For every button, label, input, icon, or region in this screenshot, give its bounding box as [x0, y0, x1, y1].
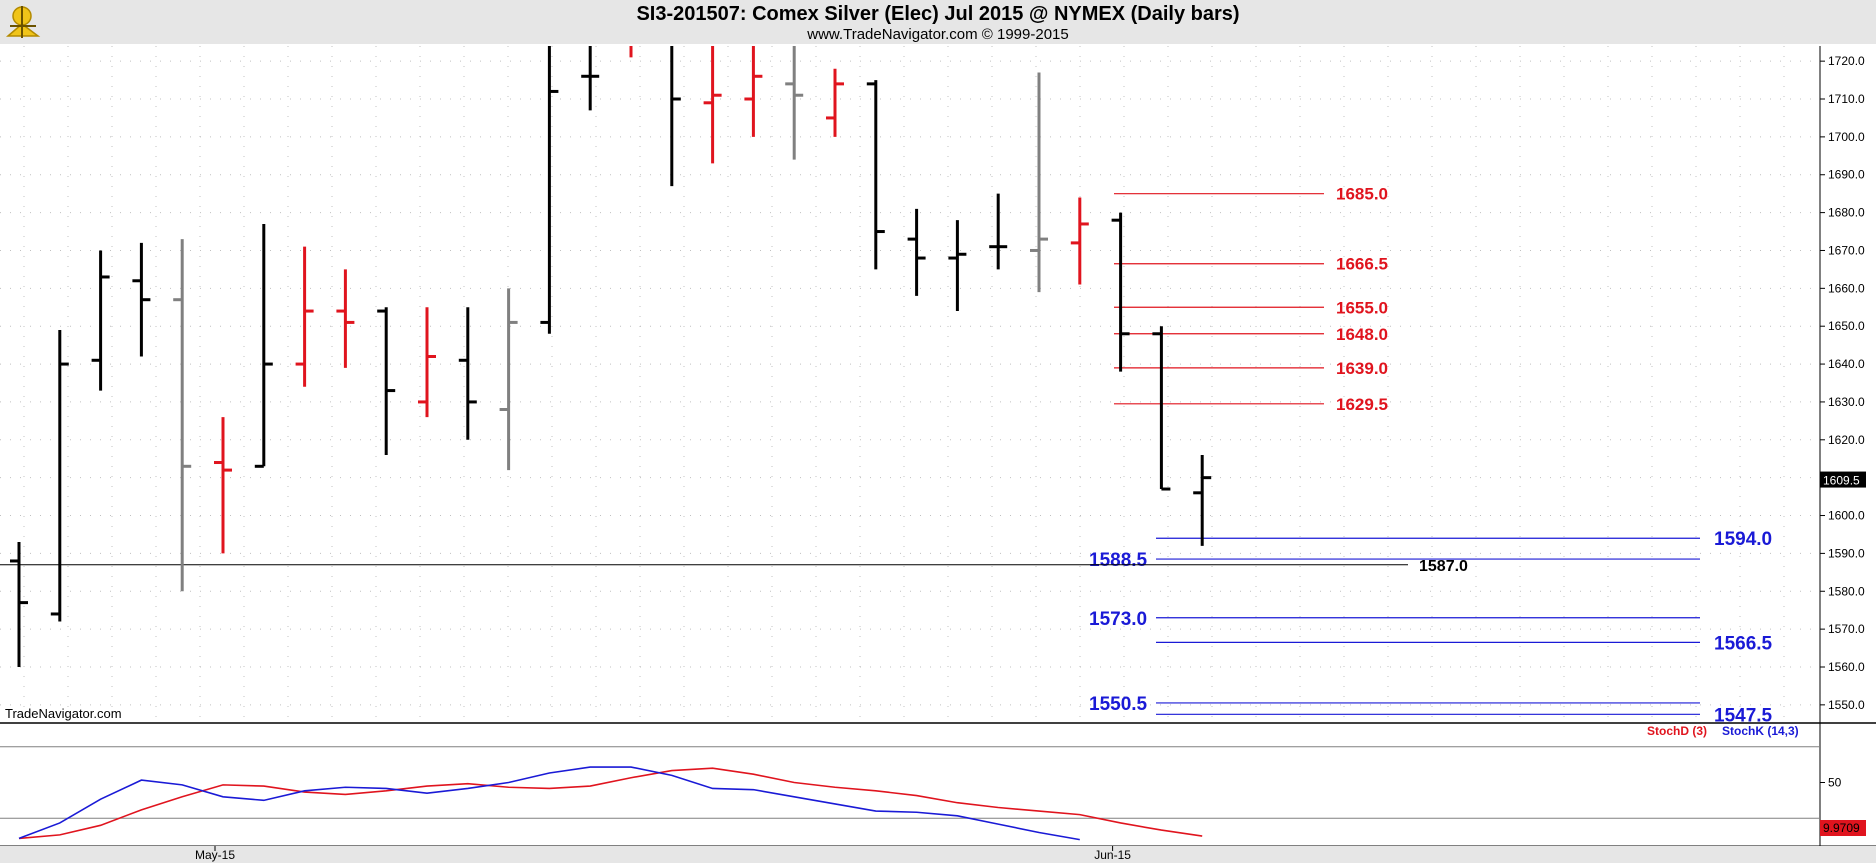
stoch-series-line [18, 766, 1080, 841]
stochastic-panel: 50 StochD (3) StochK (14,3) 9.9709 [0, 722, 1876, 841]
red-level-label: 1648.0 [1336, 325, 1388, 344]
price-levels: 1685.0 1666.5 1655.0 1648.0 1639.0 1629.5 1594… [0, 185, 1773, 726]
stoch-last-value-label: 9.9709 [1823, 821, 1860, 835]
blue-level-label: 1588.5 [1089, 550, 1148, 571]
red-level-label: 1639.0 [1336, 359, 1388, 378]
x-tick-label: Jun-15 [1094, 848, 1131, 862]
chart-subtitle: www.TradeNavigator.com © 1999-2015 [807, 26, 1069, 43]
blue-level-label: 1550.5 [1089, 694, 1148, 715]
blue-level-label: 1594.0 [1714, 529, 1772, 550]
y-tick-label: 1570.0 [1828, 622, 1865, 636]
y-tick-label: 1630.0 [1828, 395, 1865, 409]
main-gridlines [0, 46, 1820, 720]
price-bars [10, 46, 1212, 667]
y-tick-label: 1710.0 [1828, 92, 1865, 106]
legend-stochk: StochK (14,3) [1722, 724, 1799, 738]
red-level-label: 1666.5 [1336, 255, 1388, 274]
y-tick-label: 1670.0 [1828, 243, 1865, 257]
red-level-label: 1685.0 [1336, 185, 1388, 204]
date-axis: May-15 Jun-15 [0, 845, 1876, 863]
title-bar [0, 0, 1876, 44]
legend-stochd: StochD (3) [1647, 724, 1707, 738]
last-price-label: 1609.5 [1823, 474, 1860, 488]
red-level-label: 1655.0 [1336, 298, 1388, 317]
y-tick-label: 1600.0 [1828, 509, 1865, 523]
stoch-series-line [18, 767, 1203, 840]
stoch-tick-label: 50 [1828, 776, 1842, 790]
y-tick-label: 1640.0 [1828, 357, 1865, 371]
y-tick-label: 1660.0 [1828, 281, 1865, 295]
y-tick-label: 1700.0 [1828, 130, 1865, 144]
date-axis-band [0, 846, 1876, 863]
y-tick-label: 1590.0 [1828, 546, 1865, 560]
red-level-label: 1629.5 [1336, 395, 1388, 414]
y-tick-label: 1620.0 [1828, 433, 1865, 447]
black-level-label: 1587.0 [1419, 558, 1468, 575]
chart-title: SI3-201507: Comex Silver (Elec) Jul 2015… [636, 3, 1240, 25]
stoch-last-value-box [1820, 820, 1866, 836]
y-tick-label: 1580.0 [1828, 584, 1865, 598]
price-axis: 1550.01560.01570.01580.01590.01600.01610… [1819, 46, 1866, 863]
y-tick-label: 1680.0 [1828, 206, 1865, 220]
trade-navigator-logo-icon [5, 6, 41, 38]
y-tick-label: 1720.0 [1828, 54, 1865, 68]
blue-level-label: 1573.0 [1089, 609, 1147, 630]
watermark: TradeNavigator.com [5, 706, 122, 721]
y-tick-label: 1650.0 [1828, 319, 1865, 333]
y-tick-label: 1560.0 [1828, 660, 1865, 674]
last-price-box [1820, 471, 1866, 488]
y-tick-label: 1690.0 [1828, 168, 1865, 182]
x-tick-label: May-15 [195, 848, 235, 862]
y-tick-label: 1550.0 [1828, 698, 1865, 712]
blue-level-label: 1566.5 [1714, 633, 1773, 654]
blue-level-label: 1547.5 [1714, 705, 1773, 726]
